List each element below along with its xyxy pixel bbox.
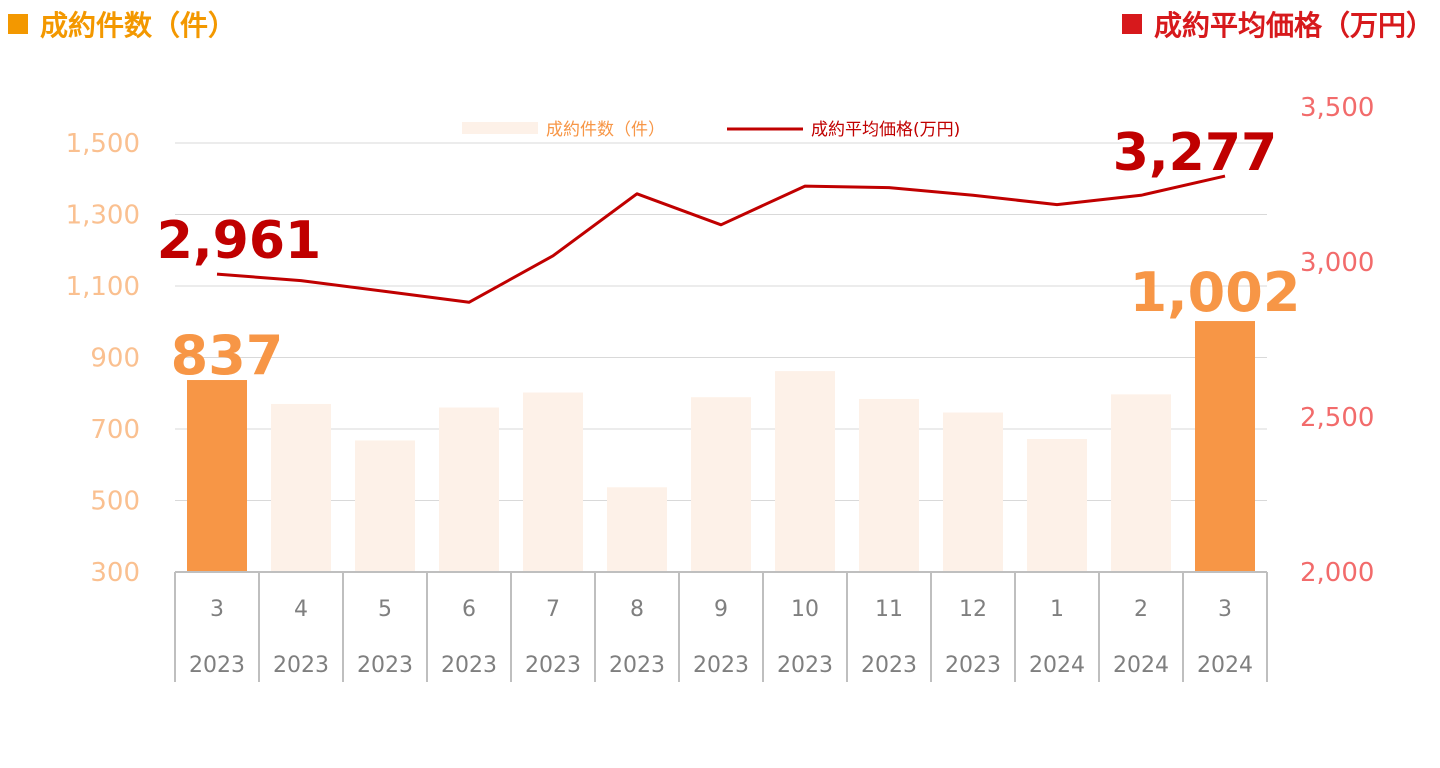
left-tick-label: 1,100: [66, 272, 140, 302]
left-title-square-icon: [8, 14, 28, 34]
x-month-label: 12: [959, 597, 987, 622]
x-month-label: 11: [875, 597, 903, 622]
line-series: [216, 174, 1226, 304]
legend: 成約件数（件） 成約平均価格(万円): [462, 120, 960, 140]
x-year-label: 2023: [357, 653, 413, 678]
x-year-label: 2023: [861, 653, 917, 678]
x-month-label: 2: [1134, 597, 1148, 622]
left-tick-label: 500: [90, 487, 140, 517]
x-year-label: 2023: [273, 653, 329, 678]
left-tick-label: 300: [90, 558, 140, 588]
left-tick-label: 1,500: [66, 129, 140, 159]
bar: [775, 371, 835, 572]
bar: [523, 392, 583, 572]
x-year-label: 2023: [609, 653, 665, 678]
bar-last-label: 1,002: [1130, 261, 1301, 324]
bar: [691, 397, 751, 572]
x-month-label: 8: [630, 597, 644, 622]
left-axis-title: 成約件数（件）: [8, 4, 236, 44]
right-tick-label: 2,500: [1300, 403, 1374, 433]
data-labels: 837 1,002 2,961 3,277: [157, 123, 1301, 387]
left-axis-ticks: 300 500 700 900 1,100 1,300 1,500: [66, 129, 140, 588]
x-month-label: 4: [294, 597, 308, 622]
bar: [943, 412, 1003, 572]
left-tick-label: 700: [90, 415, 140, 445]
line-first-label: 2,961: [157, 211, 321, 271]
line-last-label: 3,277: [1113, 123, 1277, 183]
bar: [859, 398, 919, 572]
legend-bar-swatch: [462, 122, 538, 134]
bar: [271, 403, 331, 572]
bar: [439, 407, 499, 572]
bar: [607, 487, 667, 572]
bar-series: [187, 321, 1255, 572]
right-tick-label: 3,500: [1300, 93, 1374, 123]
x-month-label: 5: [378, 597, 392, 622]
left-title-text: 成約件数（件）: [40, 9, 237, 42]
right-axis-ticks: 2,000 2,500 3,000 3,500: [1300, 93, 1374, 588]
x-year-label: 2024: [1197, 653, 1253, 678]
bar: [187, 380, 247, 572]
bar: [1195, 321, 1255, 572]
x-year-label: 2023: [777, 653, 833, 678]
legend-line-label: 成約平均価格(万円): [811, 120, 960, 140]
x-month-label: 10: [791, 597, 819, 622]
left-tick-label: 900: [90, 344, 140, 374]
bar: [1027, 439, 1087, 572]
x-year-label: 2023: [945, 653, 1001, 678]
x-year-label: 2023: [525, 653, 581, 678]
right-tick-label: 3,000: [1300, 248, 1374, 278]
x-month-label: 3: [210, 597, 224, 622]
x-month-label: 7: [546, 597, 560, 622]
bar: [1111, 394, 1171, 572]
price-line: [216, 174, 1226, 304]
x-year-label: 2023: [441, 653, 497, 678]
right-tick-label: 2,000: [1300, 558, 1374, 588]
x-axis: 3 2023 4 2023 5 2023 6 2023 7 2023 8 2023 9 2023 10 202…: [174, 571, 1268, 682]
x-month-label: 3: [1218, 597, 1232, 622]
bar: [355, 440, 415, 572]
x-year-label: 2023: [693, 653, 749, 678]
x-month-label: 1: [1050, 597, 1064, 622]
legend-bar-label: 成約件数（件）: [546, 120, 665, 140]
right-title-text: 成約平均価格（万円）: [1153, 9, 1434, 42]
x-year-label: 2024: [1029, 653, 1085, 678]
left-tick-label: 1,300: [66, 201, 140, 231]
x-month-label: 9: [714, 597, 728, 622]
right-title-square-icon: [1121, 14, 1142, 34]
bar-first-label: 837: [171, 324, 284, 387]
x-year-label: 2023: [189, 653, 245, 678]
right-axis-title: 成約平均価格（万円）: [1121, 4, 1434, 44]
x-month-label: 6: [462, 597, 476, 622]
x-year-label: 2024: [1113, 653, 1169, 678]
